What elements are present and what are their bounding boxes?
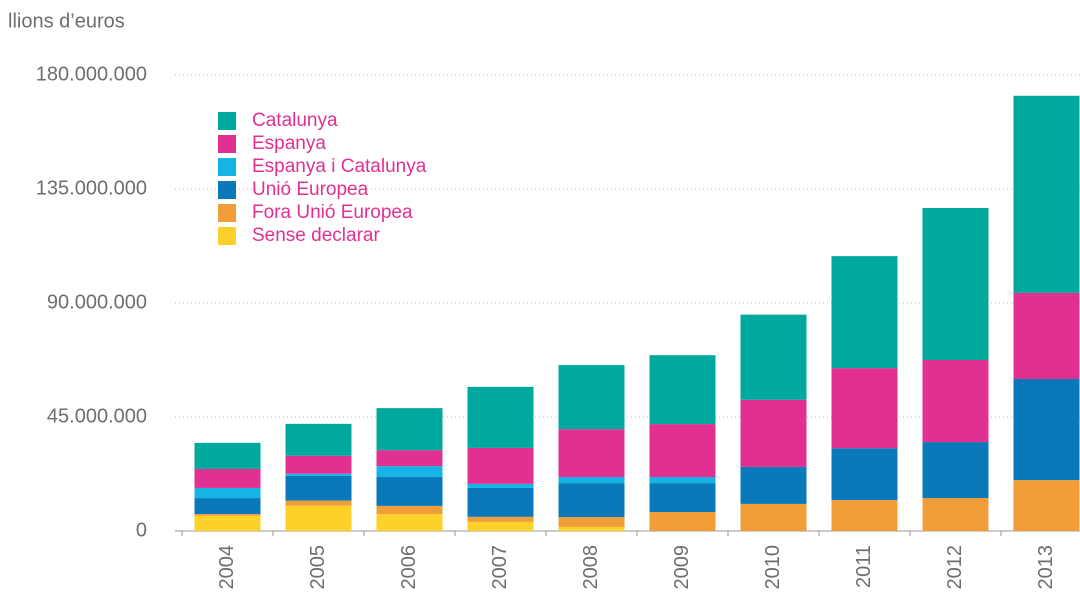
bar-segment [285, 500, 352, 506]
legend-label: Sense declarar [252, 225, 380, 246]
bar-segment [285, 505, 352, 531]
bar-segment [649, 512, 716, 531]
legend-label: Fora Unió Europea [252, 202, 413, 223]
x-tick-label: 2011 [853, 545, 875, 588]
bar-segment [831, 448, 898, 501]
bar-segment [285, 473, 352, 476]
y-tick-label: 45.000.000 [47, 405, 147, 427]
y-tick-label: 135.000.000 [36, 177, 147, 199]
legend-label: Espanya i Catalunya [252, 156, 427, 177]
bar-segment [649, 483, 716, 512]
bar-segment [194, 498, 261, 515]
bar-segment [467, 516, 534, 522]
bar-segment [376, 477, 443, 506]
bar-segment [1013, 480, 1080, 531]
bar-segment [831, 368, 898, 449]
bar-segment [740, 399, 807, 467]
legend-swatch [218, 227, 236, 245]
y-tick-label: 90.000.000 [47, 291, 147, 313]
legend-label: Unió Europea [252, 179, 369, 200]
bar-segment [285, 455, 352, 474]
bar-segment [740, 314, 807, 400]
bar-segment [194, 514, 261, 516]
bar-segment [376, 408, 443, 451]
x-tick-label: 2006 [398, 545, 420, 590]
bar-segment [740, 466, 807, 504]
bar-segment [831, 256, 898, 369]
bar-segment [467, 521, 534, 531]
x-tick-label: 2007 [489, 545, 511, 590]
bar-segment [649, 355, 716, 425]
bar-segment [467, 447, 534, 484]
y-tick-label: 0 [136, 519, 147, 541]
legend-swatch [218, 204, 236, 222]
bar-segment [558, 517, 625, 527]
x-tick-label: 2012 [944, 545, 966, 590]
bar-segment [649, 477, 716, 484]
bar-segment [1013, 95, 1080, 293]
x-tick-label: 2013 [1035, 545, 1057, 590]
bar-segment [376, 450, 443, 467]
x-tick-label: 2004 [216, 545, 238, 590]
bar-segment [285, 423, 352, 456]
bar-segment [1013, 379, 1080, 481]
bar-segment [922, 208, 989, 360]
legend-label: Catalunya [252, 110, 338, 131]
bar-segment [194, 515, 261, 531]
bar-segment [194, 468, 261, 488]
bar-segment [558, 477, 625, 484]
legend-swatch [218, 112, 236, 130]
legend-swatch [218, 158, 236, 176]
bar-segment [558, 429, 625, 478]
legend-label: Espanya [252, 133, 326, 154]
bar-segment [922, 498, 989, 531]
bar-segment [922, 442, 989, 499]
bar-segment [467, 386, 534, 448]
bar-segment [194, 487, 261, 499]
bar-segment [1013, 292, 1080, 379]
y-tick-label: 180.000.000 [36, 63, 147, 85]
legend-swatch [218, 135, 236, 153]
bar-segment [376, 514, 443, 531]
bar-segment [649, 424, 716, 478]
x-tick-label: 2005 [307, 545, 329, 590]
bar-segment [831, 500, 898, 531]
legend-swatch [218, 181, 236, 199]
bar-segment [285, 475, 352, 501]
bar-segment [558, 483, 625, 518]
bar-segment [922, 360, 989, 443]
x-tick-label: 2009 [671, 545, 693, 590]
x-tick-label: 2008 [580, 545, 602, 590]
bar-segment [467, 483, 534, 488]
bar-segment [194, 442, 261, 469]
bar-segment [376, 505, 443, 515]
chart-title: llions d’euros [8, 10, 125, 32]
bar-segment [558, 365, 625, 430]
bar-segment [467, 487, 534, 517]
bar-segment [558, 526, 625, 531]
bar-segment [376, 466, 443, 478]
bar-segment [740, 503, 807, 531]
x-tick-label: 2010 [762, 545, 784, 590]
